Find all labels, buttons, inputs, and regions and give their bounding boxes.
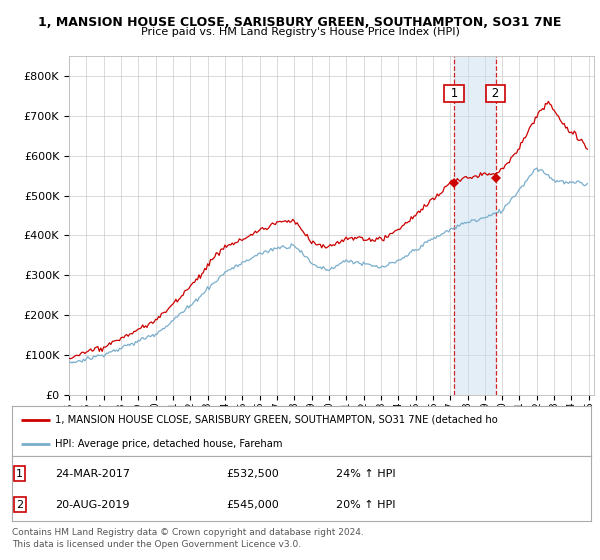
Text: 20% ↑ HPI: 20% ↑ HPI [336,500,396,510]
Text: 1, MANSION HOUSE CLOSE, SARISBURY GREEN, SOUTHAMPTON, SO31 7NE (detached ho: 1, MANSION HOUSE CLOSE, SARISBURY GREEN,… [55,414,498,424]
Text: £545,000: £545,000 [226,500,279,510]
Text: 20-AUG-2019: 20-AUG-2019 [55,500,130,510]
Text: 2: 2 [488,87,503,100]
Text: 24-MAR-2017: 24-MAR-2017 [55,469,130,479]
Text: 1: 1 [16,469,23,479]
Text: HPI: Average price, detached house, Fareham: HPI: Average price, detached house, Fare… [55,439,283,449]
Bar [454,56,496,395]
Text: This data is licensed under the Open Government Licence v3.0.: This data is licensed under the Open Gov… [12,540,301,549]
Text: Price paid vs. HM Land Registry's House Price Index (HPI): Price paid vs. HM Land Registry's House … [140,27,460,37]
Text: 24% ↑ HPI: 24% ↑ HPI [336,469,396,479]
Text: 2: 2 [16,500,23,510]
Text: £532,500: £532,500 [226,469,279,479]
Text: Contains HM Land Registry data © Crown copyright and database right 2024.: Contains HM Land Registry data © Crown c… [12,528,364,536]
Text: 1: 1 [446,87,461,100]
Text: 1, MANSION HOUSE CLOSE, SARISBURY GREEN, SOUTHAMPTON, SO31 7NE: 1, MANSION HOUSE CLOSE, SARISBURY GREEN,… [38,16,562,29]
